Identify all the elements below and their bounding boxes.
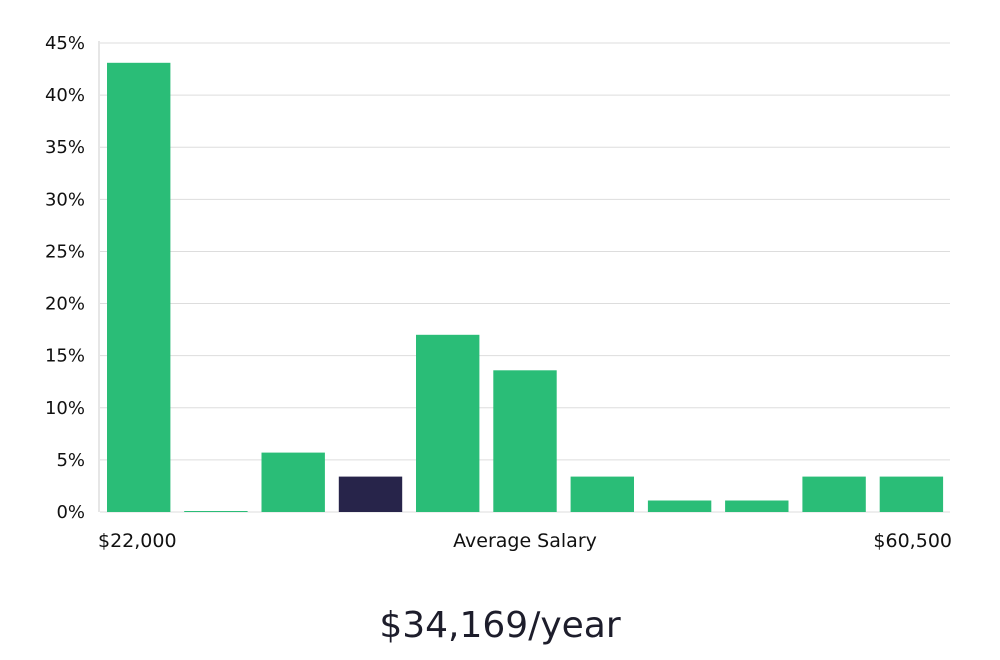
y-tick-label: 40% xyxy=(45,85,85,106)
bar xyxy=(261,452,325,512)
bar xyxy=(802,476,866,512)
bar-highlighted xyxy=(338,476,403,512)
bar xyxy=(416,334,480,512)
bar xyxy=(107,62,171,513)
x-axis-min-label: $22,000 xyxy=(98,530,177,552)
bars xyxy=(107,62,944,513)
x-axis-max-label: $60,500 xyxy=(873,530,952,552)
y-axis-ticks: 0% 5% 10% 15% 20% 25% 30% 35% 40% 45% xyxy=(45,33,85,523)
y-tick-label: 35% xyxy=(45,137,85,158)
y-tick-label: 30% xyxy=(45,189,85,210)
y-tick-label: 25% xyxy=(45,241,85,262)
y-tick-label: 45% xyxy=(45,33,85,54)
y-tick-label: 20% xyxy=(45,294,85,315)
y-tick-label: 10% xyxy=(45,398,85,419)
grid-lines xyxy=(100,42,950,513)
salary-histogram: 0% 5% 10% 15% 20% 25% 30% 35% 40% 45% $22,000 Ave… xyxy=(45,33,952,552)
y-tick-label: 5% xyxy=(56,450,85,471)
y-tick-label: 0% xyxy=(56,502,85,523)
bar xyxy=(570,476,634,512)
y-tick-label: 15% xyxy=(45,346,85,367)
x-axis-center-label: Average Salary xyxy=(453,530,597,552)
average-salary-value: $34,169/year xyxy=(379,605,621,646)
bar xyxy=(879,476,944,512)
bar xyxy=(493,370,557,512)
bar xyxy=(184,511,248,512)
bar xyxy=(647,500,712,512)
bar xyxy=(725,500,789,512)
